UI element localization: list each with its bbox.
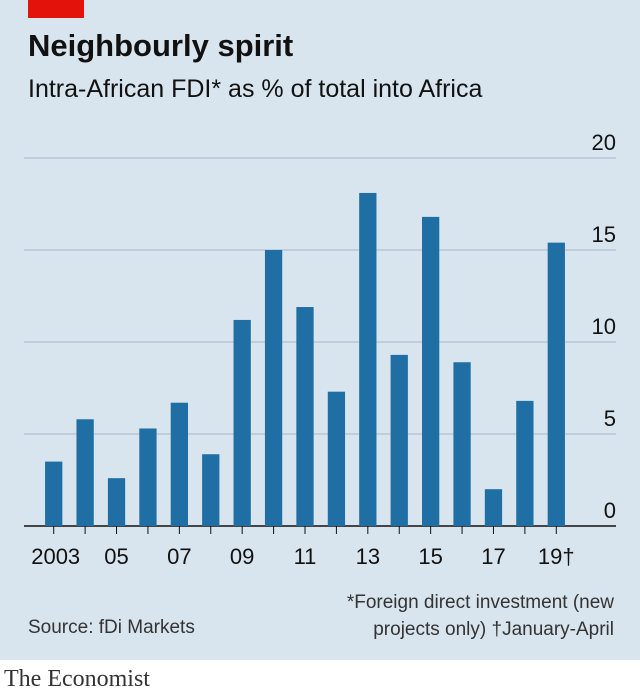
bar-2005: [107, 478, 126, 526]
x-tick-label: 2003: [31, 544, 80, 569]
y-axis-ticks: 0 5 10 15 20: [592, 130, 616, 523]
x-tick-label: 19†: [538, 544, 575, 569]
y-tick-label: 0: [604, 498, 616, 523]
chart-card: Neighbourly spirit Intra-African FDI* as…: [0, 0, 640, 660]
x-tick-label: 13: [356, 544, 380, 569]
y-tick-label: 15: [592, 222, 616, 247]
bar-2012: [327, 391, 346, 526]
chart-subtitle: Intra-African FDI* as % of total into Af…: [28, 75, 483, 103]
bar-2019†: [547, 242, 565, 526]
footnote-line-1: *Foreign direct investment (new: [346, 592, 614, 613]
bar-2014: [390, 354, 408, 526]
bar-2011: [296, 307, 314, 526]
x-axis-ticks: 2003 05 07 09 11 13 15 17 19†: [31, 526, 575, 569]
bar-2016: [453, 362, 471, 526]
x-tick-label: 15: [418, 544, 442, 569]
x-tick-label: 07: [167, 544, 191, 569]
bar-2006: [139, 428, 157, 526]
bar-2007: [170, 402, 188, 526]
x-tick-label: 09: [230, 544, 254, 569]
bar-2004: [76, 419, 94, 526]
x-tick-label: 11: [294, 544, 317, 569]
bar-2015: [422, 216, 440, 526]
footnote-line-2: projects only) †January-April: [373, 619, 614, 640]
brand-logo-text: The Economist: [4, 666, 150, 692]
bar-2009: [233, 319, 251, 526]
economist-red-tag: [28, 0, 84, 18]
bar-2010: [264, 250, 283, 526]
chart-title: Neighbourly spirit: [28, 28, 294, 63]
bar-2003: [45, 461, 63, 526]
footnote: *Foreign direct investment (new projects…: [347, 589, 614, 643]
x-tick-label: 17: [481, 544, 505, 569]
y-tick-label: 10: [592, 314, 616, 339]
bar-2017: [484, 489, 503, 526]
bar-2018: [516, 400, 534, 526]
bar-2013: [359, 192, 377, 526]
x-tick-label: 05: [104, 544, 128, 569]
bars: [45, 192, 565, 526]
source-note: Source: fDi Markets: [28, 617, 195, 638]
y-tick-label: 5: [604, 406, 616, 431]
y-tick-label: 20: [592, 130, 616, 155]
bar-2008: [202, 454, 220, 526]
